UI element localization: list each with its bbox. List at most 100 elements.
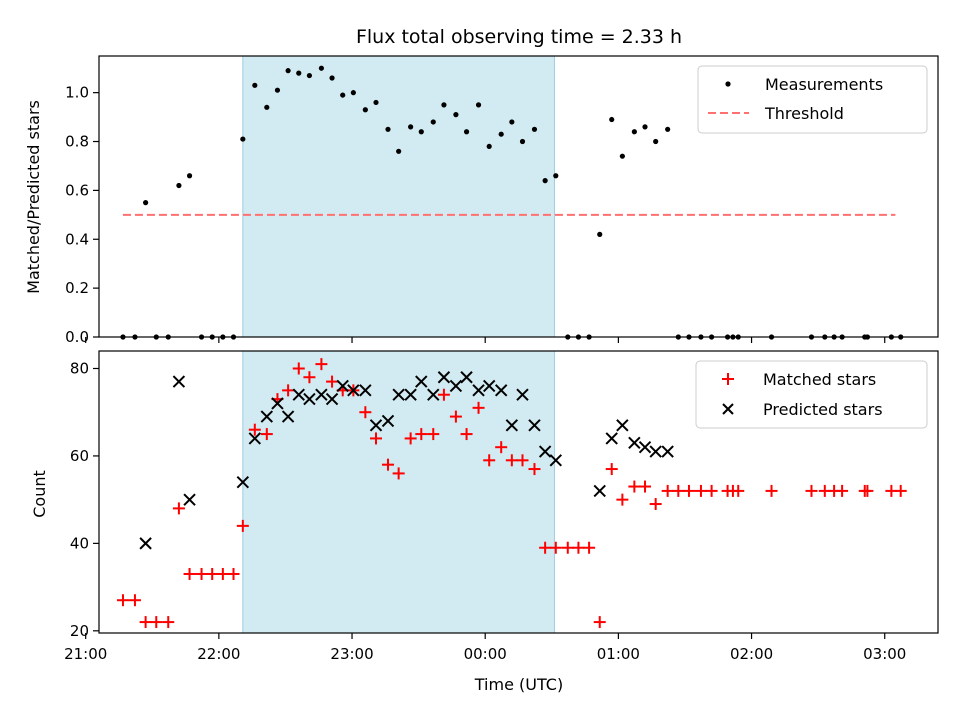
predicted-star-point [616,419,629,432]
measurement-point [519,138,526,145]
predicted-star-point [538,445,552,458]
top-y-ticks: 0.0 0.2 0.4 0.6 0.8 1.0 [65,84,99,346]
predicted-star-point [427,388,440,401]
matched-star-point [516,454,529,467]
predicted-star-point [649,445,662,458]
measurement-point [296,70,302,76]
predicted-star-point [516,388,529,401]
matched-stars-points [116,358,907,629]
matched-star-point [183,567,196,580]
matched-star-point [605,463,618,476]
bottom-x-ticks: 21:00 22:00 23:00 00:00 01:00 02:00 03:00 [64,633,906,663]
predicted-star-point [404,388,417,401]
bottom-ytick-label: 80 [70,359,89,377]
legend-threshold-label: Threshold [764,104,844,123]
predicted-star-point [281,410,295,423]
predicted-star-point [139,537,152,550]
xtick-label: 03:00 [863,645,906,663]
matched-star-point [227,567,240,580]
measurement-point [498,131,504,137]
measurement-point [186,173,193,179]
top-ytick-label: 0.2 [65,279,89,297]
measurement-point [463,129,470,135]
matched-star-point [495,441,508,454]
measurement-point [306,72,313,79]
measurement-point [340,92,346,98]
matched-star-point [705,484,718,497]
matched-star-point [392,467,405,480]
measurement-point [531,126,538,132]
matched-star-point [505,454,518,467]
matched-star-point [805,484,818,497]
predicted-star-point [460,371,473,384]
bottom-ytick-label: 20 [70,622,89,640]
predicted-star-point [528,419,541,432]
matched-star-point [162,616,175,629]
legend-matched-label: Matched stars [763,370,876,389]
matched-star-point [639,480,652,493]
matched-star-point [472,401,485,414]
matched-star-point [195,567,208,580]
matched-star-point [427,428,440,441]
top-ytick-label: 0.0 [65,328,89,346]
legend-predicted-label: Predicted stars [763,400,883,419]
predicted-star-point [593,484,606,498]
predicted-star-point [605,432,618,445]
predicted-star-point [392,388,405,401]
matched-star-point [206,567,219,580]
legend-matched-marker [722,373,734,385]
top-ytick-label: 0.4 [65,230,89,248]
predicted-star-point [494,384,508,397]
measurement-point [619,153,625,159]
predicted-star-point [347,384,360,397]
predicted-star-point [271,397,284,410]
observing-span-top [242,55,555,338]
measurement-point [642,124,648,130]
xtick-label: 21:00 [64,645,107,663]
matched-star-point [449,410,462,423]
matched-star-point [616,493,629,506]
observing-span-bottom [242,350,555,634]
xtick-label: 23:00 [330,645,373,663]
measurement-point [453,112,459,118]
predicted-star-point [315,388,328,401]
measurement-point [285,68,291,74]
predicted-star-point [260,410,274,423]
top-legend-box [697,65,928,134]
predicted-star-point [482,379,496,393]
predicted-star-point [638,440,652,454]
matched-star-point [437,388,450,401]
predicted-star-point [172,375,186,388]
predicted-star-point [381,414,395,428]
measurement-point [350,90,356,96]
measurement-point [653,138,659,145]
measurement-point [553,173,559,179]
matched-star-point [628,480,641,493]
matched-star-point [370,432,383,445]
legend-measurements-marker [725,81,731,87]
predicted-star-point [628,436,641,450]
top-ytick-label: 0.8 [65,133,89,151]
matched-star-point [572,541,585,554]
matched-star-point [836,484,849,497]
bottom-y-ticks: 20 40 60 80 [70,359,99,640]
matched-star-point [460,428,473,441]
matched-star-point [583,541,596,554]
predicted-star-point [236,475,250,489]
predicted-star-point [472,384,485,397]
measurement-point [396,148,402,154]
matched-star-point [894,484,907,497]
measurement-point [597,231,603,237]
predicted-star-point [248,432,262,445]
matched-star-point [116,594,129,607]
predicted-star-point [415,375,428,388]
matched-star-point [539,541,552,554]
matched-star-point [260,428,273,441]
predicted-star-point [449,379,463,393]
measurement-point [252,82,258,88]
matched-star-point [561,541,574,554]
matched-star-point [593,616,606,629]
predicted-star-point [292,388,305,401]
matched-star-point [765,484,778,497]
